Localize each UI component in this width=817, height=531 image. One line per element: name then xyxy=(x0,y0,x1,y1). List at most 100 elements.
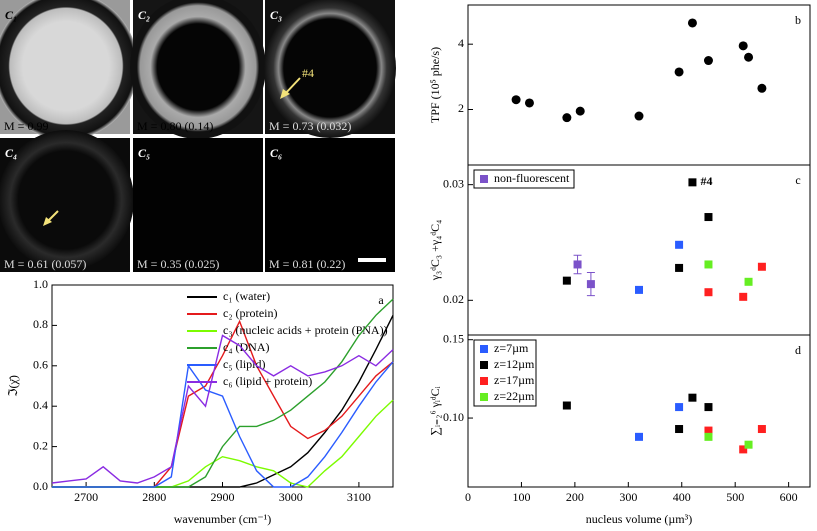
point xyxy=(511,95,521,105)
image-annotation: #4 xyxy=(302,66,314,80)
point xyxy=(575,106,585,116)
y-tick-label: 0.03 xyxy=(443,176,464,190)
legend-label: z=12µm xyxy=(494,357,535,371)
panel-label: a xyxy=(378,293,384,307)
point xyxy=(704,288,713,297)
arrow-head xyxy=(43,217,52,226)
point xyxy=(675,263,684,272)
image-content xyxy=(264,0,396,138)
point xyxy=(635,432,643,441)
series-line xyxy=(52,399,394,488)
image-content xyxy=(0,0,138,140)
image-caption: M = 0.80 (0.14) xyxy=(137,119,213,133)
point xyxy=(675,425,684,434)
image-caption: M = 0.61 (0.057) xyxy=(4,257,86,271)
image-label: C₆ xyxy=(270,146,282,160)
legend-label: z=17µm xyxy=(494,373,535,387)
plot-frame xyxy=(467,334,811,488)
y-tick-label: 0.4 xyxy=(33,398,48,412)
legend-box xyxy=(473,169,575,189)
point xyxy=(739,292,748,301)
y-axis-label: ℑ(χ̄) xyxy=(6,375,20,397)
point xyxy=(757,425,766,434)
x-tick-label: 500 xyxy=(726,490,744,504)
legend-swatch xyxy=(480,175,488,183)
y-tick-label: 0.10 xyxy=(443,410,464,424)
point xyxy=(703,56,713,66)
y-tick-label: 0.8 xyxy=(33,317,48,331)
point xyxy=(738,41,748,51)
point xyxy=(675,403,684,412)
x-tick-label: 600 xyxy=(780,490,798,504)
plot-frame xyxy=(467,164,811,336)
image-caption: M = 0.73 (0.032) xyxy=(269,119,351,133)
image-content xyxy=(0,130,134,270)
point xyxy=(688,178,697,187)
x-axis-label: nucleus volume (µm³) xyxy=(586,512,693,526)
x-tick-label: 300 xyxy=(619,490,637,504)
x-axis-label: wavenumber (cm⁻¹) xyxy=(174,512,272,526)
image-caption: M = 0.35 (0.025) xyxy=(137,257,219,271)
point xyxy=(634,111,644,121)
point xyxy=(562,401,571,410)
point xyxy=(704,213,713,222)
legend-label: c₅ (lipid) xyxy=(223,357,266,371)
legend-label: non-fluorescent xyxy=(494,171,570,185)
y-tick-label: 4 xyxy=(458,36,464,50)
x-tick-label: 3000 xyxy=(279,490,303,504)
image-label: C₃ xyxy=(270,8,282,22)
image-panel xyxy=(133,138,263,272)
panel-label: b xyxy=(795,13,801,27)
x-tick-label: 0 xyxy=(465,490,471,504)
legend-swatch xyxy=(480,393,488,401)
series-line xyxy=(51,334,394,484)
legend-swatch xyxy=(480,345,488,353)
point xyxy=(573,260,582,269)
point xyxy=(704,403,713,412)
series-line xyxy=(52,361,394,488)
y-tick-label: 0.0 xyxy=(33,479,48,493)
point xyxy=(674,67,684,77)
panel-label: c xyxy=(795,173,800,187)
point xyxy=(562,113,572,123)
x-tick-label: 100 xyxy=(512,490,530,504)
x-tick-label: 3100 xyxy=(347,490,371,504)
legend-label: z=22µm xyxy=(494,389,535,403)
point xyxy=(586,280,595,289)
y-tick-label: 0.02 xyxy=(443,292,464,306)
point xyxy=(744,52,754,62)
x-tick-label: 2900 xyxy=(211,490,235,504)
legend-label: c₆ (lipid + protein) xyxy=(223,374,312,388)
y-tick-label: 1.0 xyxy=(33,277,48,291)
y-tick-label: 0.15 xyxy=(443,331,464,345)
point xyxy=(635,285,643,294)
legend-swatch xyxy=(480,361,488,369)
image-label: C₅ xyxy=(138,146,150,160)
legend-label: c₂ (protein) xyxy=(223,306,278,320)
legend-label: c₄ (DNA) xyxy=(223,340,270,354)
image-label: C₁ xyxy=(5,8,17,22)
y-axis-label: ∑ᵢ₌₂⁶ γᵢᵈCᵢ xyxy=(428,386,442,435)
image-panel xyxy=(265,138,395,272)
y-tick-label: 2 xyxy=(458,101,464,115)
point xyxy=(744,277,753,286)
legend-label: z=7µm xyxy=(494,341,529,355)
point xyxy=(704,432,713,441)
x-tick-label: 400 xyxy=(673,490,691,504)
y-axis-label: γ₃ᵈC₃ +γ₄ᵈC₄ xyxy=(428,220,442,282)
plot-frame xyxy=(467,4,811,166)
x-tick-label: 200 xyxy=(566,490,584,504)
arrow-head xyxy=(280,89,290,99)
point xyxy=(688,393,697,402)
point xyxy=(524,98,534,108)
legend-label: c₁ (water) xyxy=(223,289,270,303)
x-tick-label: 2700 xyxy=(74,490,98,504)
image-content xyxy=(130,0,266,139)
image-caption: M = 0.99 xyxy=(4,119,48,133)
x-tick-label: 2800 xyxy=(142,490,166,504)
legend-label: c₃ (nucleic acids + protein (PNA)) xyxy=(223,323,388,337)
point xyxy=(704,260,713,269)
point-label: #4 xyxy=(700,174,712,188)
point xyxy=(739,445,748,454)
